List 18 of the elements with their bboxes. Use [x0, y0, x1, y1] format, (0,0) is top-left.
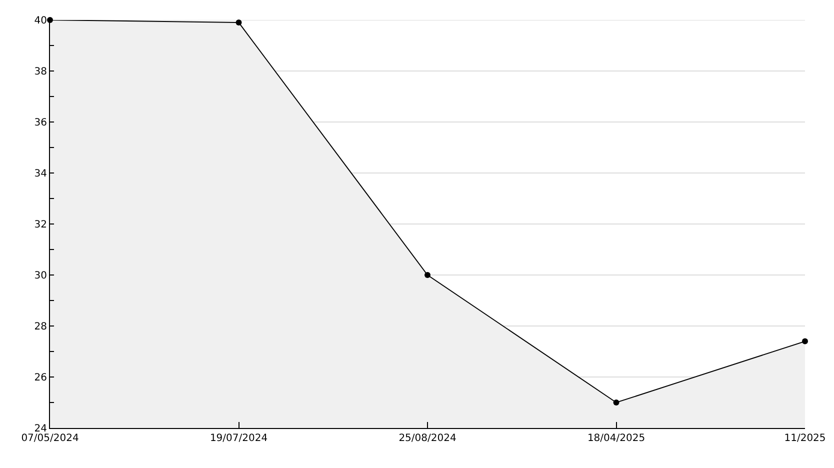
- y-tick-label: 28: [34, 322, 47, 332]
- point: [802, 338, 808, 344]
- y-tick-label: 26: [34, 372, 47, 384]
- y-tick-label: 32: [34, 220, 47, 230]
- x-tick-label: 18/04/2025: [587, 433, 646, 444]
- y-tick-label: 40: [34, 16, 47, 26]
- y-tick-label: 34: [34, 168, 47, 180]
- x-tick-label: 07/05/2024: [21, 433, 79, 444]
- x-tick-label: 25/08/2024: [398, 433, 456, 444]
- x-tick-label: 11/2025: [784, 433, 826, 444]
- y-tick-label: 38: [34, 66, 47, 78]
- point: [236, 20, 242, 26]
- y-tick-label: 30: [34, 270, 47, 282]
- y-tick-label: 36: [34, 118, 47, 128]
- point: [424, 272, 430, 278]
- point: [613, 400, 620, 406]
- x-tick-label: 19/07/2024: [210, 433, 268, 444]
- y-tick-label: 24: [34, 424, 47, 434]
